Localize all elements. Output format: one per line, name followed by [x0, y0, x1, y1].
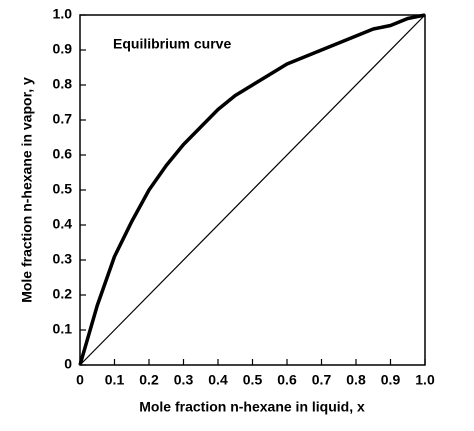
x-tick-label: 0.4 [208, 372, 228, 388]
y-tick-label: 0.7 [53, 111, 73, 127]
x-tick-label: 0.9 [381, 372, 401, 388]
equilibrium-curve [78, 13, 426, 366]
y-tick-label: 0.9 [53, 41, 73, 57]
y-tick-label: 0.6 [53, 146, 73, 162]
x-tick-label: 0.2 [139, 372, 159, 388]
x-tick-label: 0 [76, 372, 84, 388]
y-tick-label: 0.4 [53, 216, 73, 232]
y-tick-label: 0.2 [53, 286, 73, 302]
y-tick-label: 0.5 [53, 181, 73, 197]
y-axis-label: Mole fraction n-hexane in vapor, y [19, 77, 35, 303]
curve-annotation: Equilibrium curve [113, 36, 231, 52]
y-tick-label: 0.3 [53, 251, 73, 267]
x-tick-label: 0.6 [277, 372, 297, 388]
x-axis-label: Mole fraction n-hexane in liquid, x [139, 399, 365, 415]
x-tick-label: 0.8 [346, 372, 366, 388]
x-tick-label: 1.0 [415, 372, 435, 388]
y-tick-label: 0.1 [53, 321, 73, 337]
x-tick-label: 0.7 [312, 372, 332, 388]
x-tick-label: 0.1 [105, 372, 125, 388]
x-tick-label: 0.5 [243, 372, 263, 388]
x-tick-label: 0.3 [174, 372, 194, 388]
diagonal-line [79, 14, 426, 366]
y-tick-label: 1.0 [53, 6, 73, 22]
y-tick-label: 0 [64, 356, 72, 372]
y-tick-label: 0.8 [53, 76, 73, 92]
